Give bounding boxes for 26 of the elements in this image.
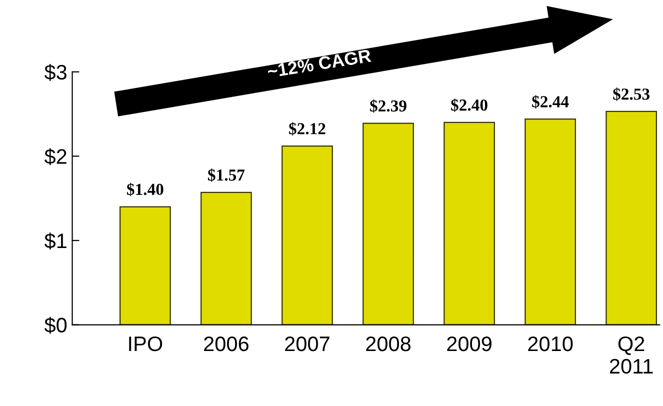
y-tick-label: $3: [44, 64, 66, 81]
data-label: $1.40: [127, 182, 164, 196]
bar: [362, 122, 414, 325]
x-tick-label: 2008: [366, 336, 411, 352]
annotation: ~12% CAGR: [267, 49, 372, 78]
bar: [524, 118, 576, 325]
x-tick-label: 2006: [204, 336, 248, 352]
x-tick-label: 2007: [285, 336, 330, 352]
y-tick-label: $2: [44, 148, 66, 166]
bar: [444, 122, 495, 325]
data-label: $2.40: [451, 98, 488, 112]
x-tick-label: IPO: [129, 336, 162, 352]
bar: [120, 206, 171, 325]
bar: [606, 110, 657, 325]
data-label: $2.53: [613, 88, 650, 101]
data-label: $2.44: [532, 95, 569, 108]
bar: [282, 146, 333, 325]
data-label: $2.12: [289, 122, 326, 136]
y-tick-label: $0: [44, 316, 67, 334]
data-label: $1.57: [208, 168, 245, 182]
data-label: $2.39: [370, 99, 406, 113]
y-tick-label: $1: [44, 232, 66, 250]
x-tick-label: 2009: [447, 336, 492, 352]
bar: [200, 192, 252, 325]
x-tick-label: Q2 2011: [610, 336, 653, 374]
x-tick-label: 2010: [528, 336, 573, 352]
